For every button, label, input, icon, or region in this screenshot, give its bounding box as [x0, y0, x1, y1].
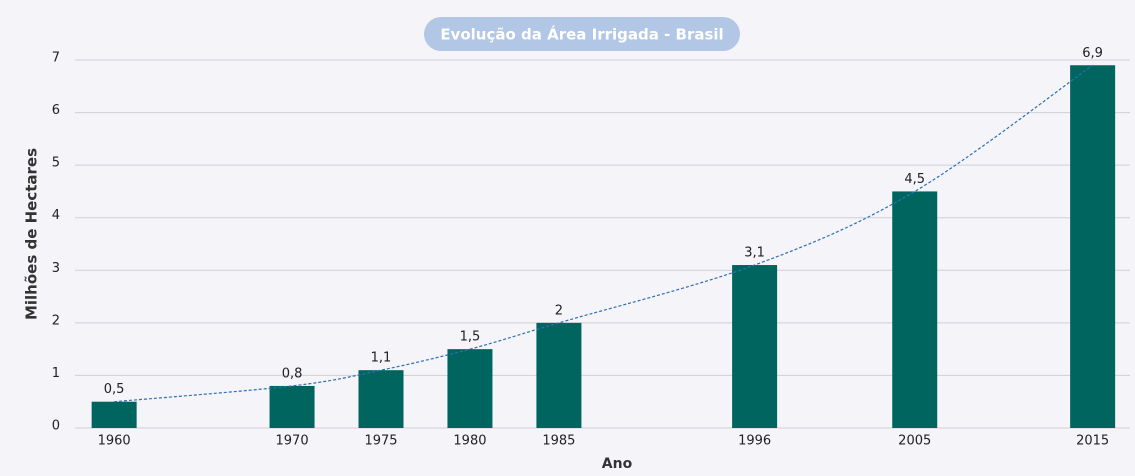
bar [447, 349, 493, 428]
y-tick-label: 6 [52, 103, 60, 118]
y-axis-label: Milhões de Hectares [23, 148, 41, 320]
x-tick-label: 1985 [542, 434, 575, 449]
value-label: 6,9 [1082, 46, 1103, 61]
value-label: 1,1 [371, 351, 392, 366]
value-label: 1,5 [460, 330, 481, 345]
x-tick-label: 1980 [453, 434, 486, 449]
x-tick-label: 1996 [738, 434, 771, 449]
y-tick-label: 5 [52, 156, 60, 171]
y-tick-label: 3 [52, 261, 60, 276]
bar [892, 191, 938, 428]
title-pill [424, 17, 740, 51]
bar [358, 370, 404, 428]
y-tick-label: 7 [52, 51, 60, 66]
y-tick-label: 4 [52, 208, 60, 223]
y-tick-label: 1 [52, 366, 60, 381]
value-label: 4,5 [904, 172, 925, 187]
bar [1070, 65, 1116, 428]
x-tick-label: 2005 [898, 434, 931, 449]
x-tick-label: 1970 [276, 434, 309, 449]
value-label: 0,5 [104, 382, 125, 397]
x-tick-label: 2015 [1076, 434, 1109, 449]
bar [536, 322, 582, 428]
bar [91, 401, 137, 428]
trend-line [114, 64, 1093, 403]
y-tick-label: 2 [52, 313, 60, 328]
y-tick-label: 0 [52, 419, 60, 434]
value-label: 0,8 [282, 366, 303, 381]
x-tick-label: 1975 [364, 434, 397, 449]
bar [269, 385, 315, 428]
value-label: 2 [555, 303, 563, 318]
x-tick-label: 1960 [98, 434, 131, 449]
chart-title: Evolução da Área Irrigada - Brasil [440, 25, 723, 44]
bar [732, 265, 778, 428]
x-axis-label: Ano [602, 456, 633, 472]
value-label: 3,1 [744, 246, 765, 261]
